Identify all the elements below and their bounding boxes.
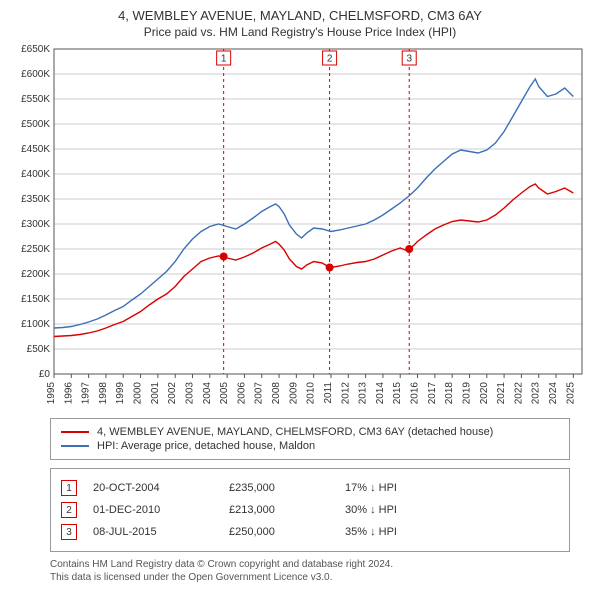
svg-text:2024: 2024 bbox=[548, 382, 559, 405]
svg-text:2018: 2018 bbox=[444, 382, 455, 405]
sale-marker-badge: 1 bbox=[61, 480, 77, 496]
sale-hpi-diff: 30% ↓ HPI bbox=[345, 504, 559, 516]
legend-label-property: 4, WEMBLEY AVENUE, MAYLAND, CHELMSFORD, … bbox=[97, 426, 493, 438]
svg-text:2009: 2009 bbox=[288, 382, 299, 405]
sale-hpi-diff: 35% ↓ HPI bbox=[345, 526, 559, 538]
sale-hpi-diff: 17% ↓ HPI bbox=[345, 482, 559, 494]
sales-row: 3 08-JUL-2015 £250,000 35% ↓ HPI bbox=[61, 521, 559, 543]
svg-text:2008: 2008 bbox=[271, 382, 282, 405]
svg-text:2015: 2015 bbox=[392, 382, 403, 405]
svg-text:£250K: £250K bbox=[21, 244, 50, 255]
svg-text:£0: £0 bbox=[39, 369, 51, 380]
sale-date: 01-DEC-2010 bbox=[93, 504, 223, 516]
svg-text:2006: 2006 bbox=[236, 382, 247, 405]
svg-text:£500K: £500K bbox=[21, 119, 50, 130]
svg-text:1997: 1997 bbox=[81, 382, 92, 405]
svg-text:1996: 1996 bbox=[63, 382, 74, 405]
chart-title-block: 4, WEMBLEY AVENUE, MAYLAND, CHELMSFORD, … bbox=[10, 8, 590, 39]
sale-date: 08-JUL-2015 bbox=[93, 526, 223, 538]
sales-table: 1 20-OCT-2004 £235,000 17% ↓ HPI 2 01-DEC-201… bbox=[50, 468, 570, 552]
svg-text:£50K: £50K bbox=[27, 344, 51, 355]
svg-text:2: 2 bbox=[327, 54, 333, 65]
sale-price: £250,000 bbox=[229, 526, 339, 538]
svg-text:£350K: £350K bbox=[21, 194, 50, 205]
svg-text:2000: 2000 bbox=[133, 382, 144, 405]
svg-text:2005: 2005 bbox=[219, 382, 230, 405]
svg-text:£200K: £200K bbox=[21, 269, 50, 280]
svg-text:2014: 2014 bbox=[375, 382, 386, 405]
svg-text:1: 1 bbox=[221, 54, 227, 65]
svg-text:2011: 2011 bbox=[323, 382, 334, 404]
svg-text:2012: 2012 bbox=[340, 382, 351, 405]
svg-text:2019: 2019 bbox=[461, 382, 472, 405]
svg-text:£600K: £600K bbox=[21, 69, 50, 80]
svg-text:2023: 2023 bbox=[531, 382, 542, 405]
sale-marker-badge: 3 bbox=[61, 524, 77, 540]
svg-text:3: 3 bbox=[406, 54, 412, 65]
legend-row-property: 4, WEMBLEY AVENUE, MAYLAND, CHELMSFORD, … bbox=[61, 425, 559, 439]
svg-text:£100K: £100K bbox=[21, 319, 50, 330]
legend-swatch-hpi bbox=[61, 445, 89, 447]
footer-line2: This data is licensed under the Open Gov… bbox=[50, 571, 570, 584]
svg-text:£300K: £300K bbox=[21, 219, 50, 230]
svg-text:2021: 2021 bbox=[496, 382, 507, 405]
sales-row: 2 01-DEC-2010 £213,000 30% ↓ HPI bbox=[61, 499, 559, 521]
sale-marker-badge: 2 bbox=[61, 502, 77, 518]
svg-text:2001: 2001 bbox=[150, 382, 161, 405]
svg-text:1998: 1998 bbox=[98, 382, 109, 405]
svg-text:2013: 2013 bbox=[358, 382, 369, 405]
svg-text:2002: 2002 bbox=[167, 382, 178, 405]
sale-price: £213,000 bbox=[229, 504, 339, 516]
svg-text:£650K: £650K bbox=[21, 45, 50, 55]
svg-text:£550K: £550K bbox=[21, 94, 50, 105]
legend-row-hpi: HPI: Average price, detached house, Mald… bbox=[61, 439, 559, 453]
svg-text:2004: 2004 bbox=[202, 382, 213, 405]
svg-text:£400K: £400K bbox=[21, 169, 50, 180]
chart-plot-area: £0 £50K £100K £150K £200K £250K £300K £350K £400… bbox=[10, 45, 590, 410]
legend-swatch-property bbox=[61, 431, 89, 433]
svg-text:2022: 2022 bbox=[513, 382, 524, 405]
legend-box: 4, WEMBLEY AVENUE, MAYLAND, CHELMSFORD, … bbox=[50, 418, 570, 460]
chart-title-line1: 4, WEMBLEY AVENUE, MAYLAND, CHELMSFORD, … bbox=[10, 8, 590, 23]
attribution-footer: Contains HM Land Registry data © Crown c… bbox=[50, 558, 570, 584]
svg-text:2010: 2010 bbox=[306, 382, 317, 405]
svg-text:£450K: £450K bbox=[21, 144, 50, 155]
sales-row: 1 20-OCT-2004 £235,000 17% ↓ HPI bbox=[61, 477, 559, 499]
chart-svg: £0 £50K £100K £150K £200K £250K £300K £350K £400… bbox=[10, 45, 590, 410]
sale-date: 20-OCT-2004 bbox=[93, 482, 223, 494]
sale-price: £235,000 bbox=[229, 482, 339, 494]
svg-text:£150K: £150K bbox=[21, 294, 50, 305]
svg-text:2007: 2007 bbox=[254, 382, 265, 405]
legend-label-hpi: HPI: Average price, detached house, Mald… bbox=[97, 440, 315, 452]
svg-text:2016: 2016 bbox=[410, 382, 421, 405]
svg-text:2003: 2003 bbox=[184, 382, 195, 405]
chart-container: { "title": { "line1": "4, WEMBLEY AVENUE… bbox=[0, 0, 600, 590]
svg-text:2020: 2020 bbox=[479, 382, 490, 405]
svg-text:2025: 2025 bbox=[565, 382, 576, 405]
chart-title-line2: Price paid vs. HM Land Registry's House … bbox=[10, 25, 590, 39]
svg-text:2017: 2017 bbox=[427, 382, 438, 405]
svg-text:1995: 1995 bbox=[46, 382, 57, 405]
svg-text:1999: 1999 bbox=[115, 382, 126, 405]
footer-line1: Contains HM Land Registry data © Crown c… bbox=[50, 558, 570, 571]
